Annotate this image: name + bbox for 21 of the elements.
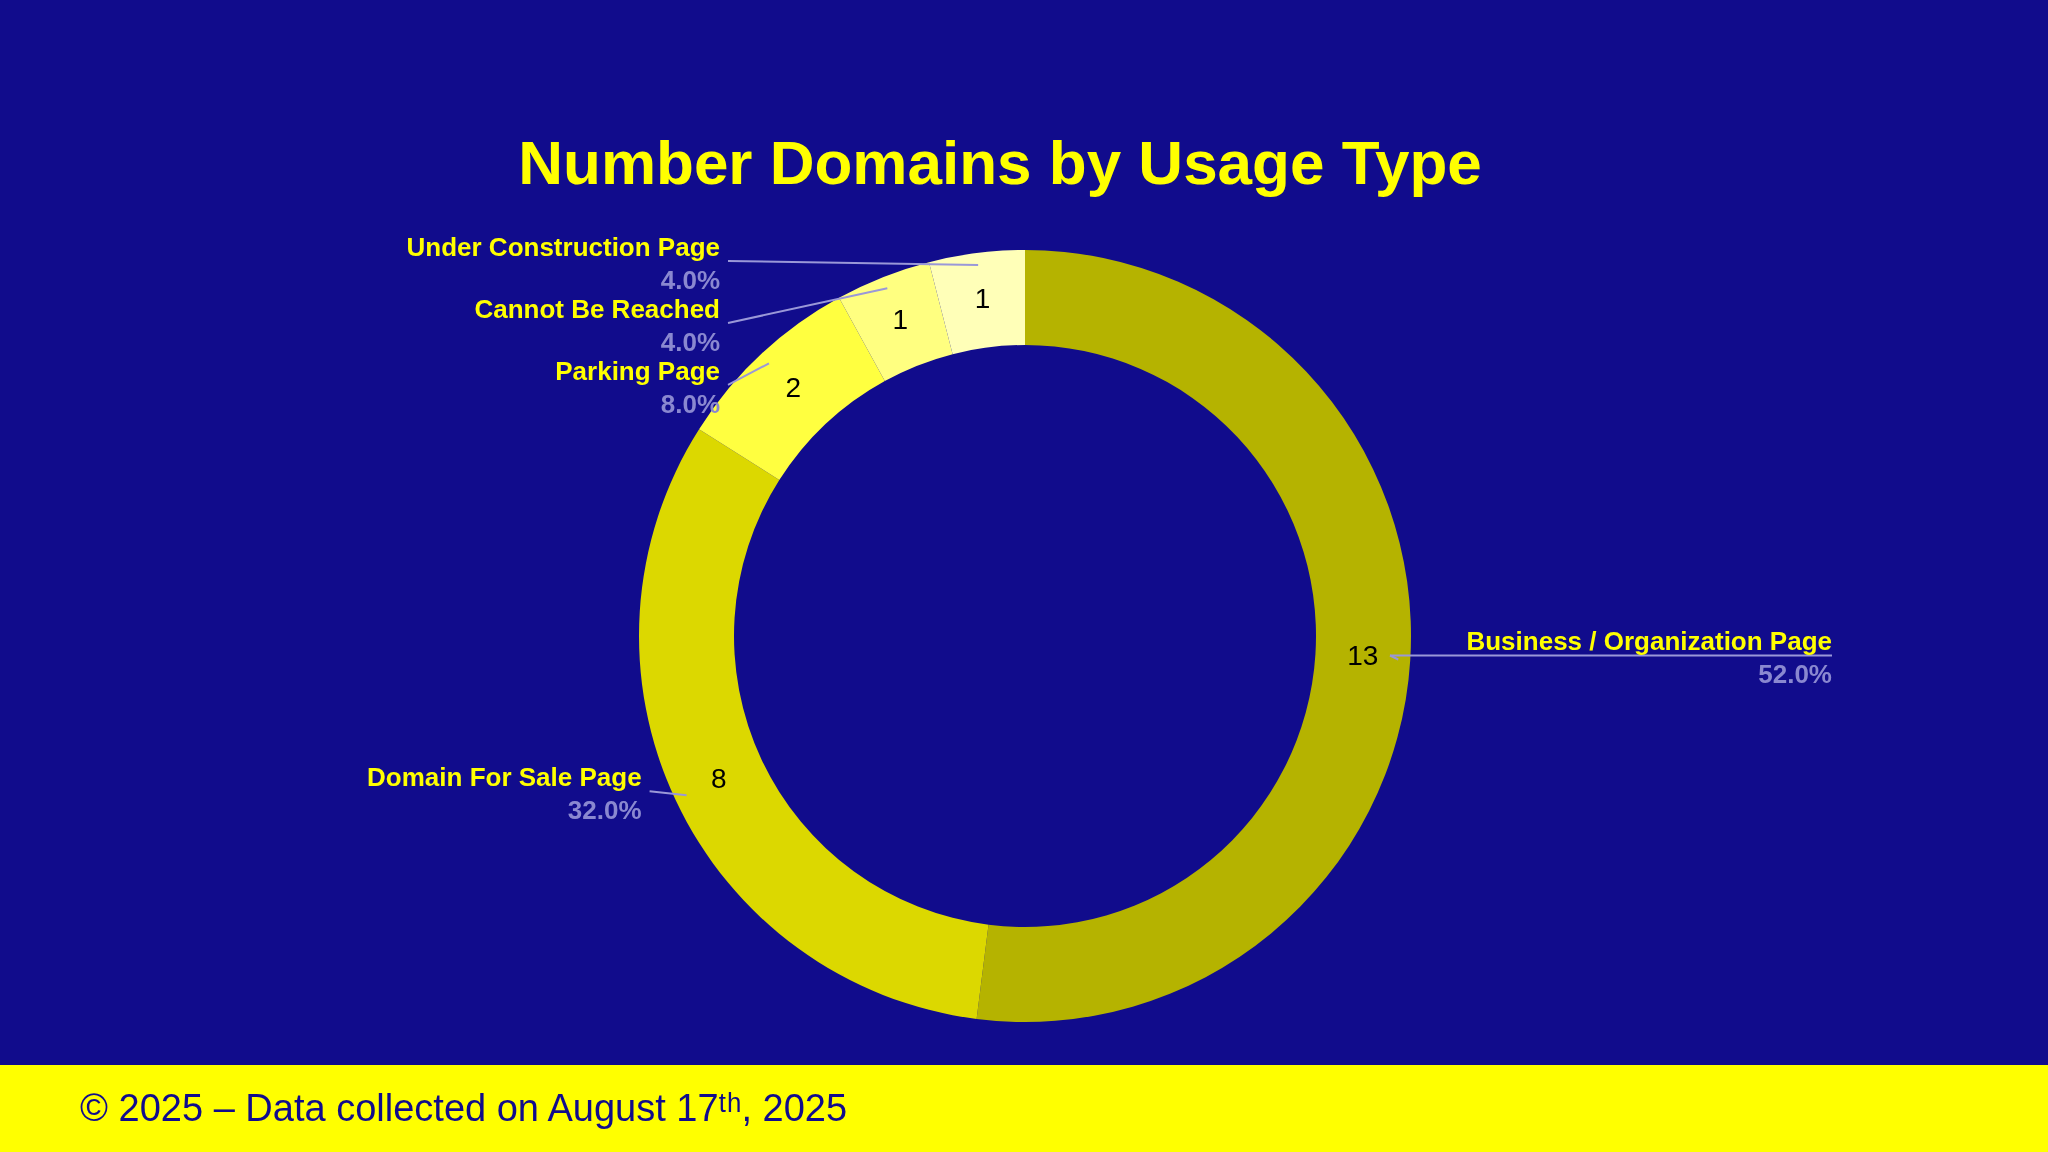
data-label: 8: [710, 763, 727, 795]
text: 8.0%: [660, 388, 720, 419]
data-label: 13: [1347, 640, 1379, 672]
chart-title: Number Domains by Usage Type: [518, 128, 1482, 197]
slice-label: Business / Organization Page: [1466, 626, 1832, 657]
data-label: 1: [974, 283, 991, 315]
donut-slice: [839, 262, 953, 381]
text: © 2025 – Data collected on August 17ᵗʰ, 2025: [80, 1087, 848, 1129]
donut-slice: [639, 429, 989, 1019]
data-label: 2: [785, 372, 802, 404]
text: 4.0%: [660, 264, 720, 295]
donut-slice: [929, 250, 1025, 355]
slice-label: Parking Page: [555, 355, 720, 386]
donut-slice: [976, 250, 1411, 1022]
slice-label: Under Construction Page: [406, 231, 720, 262]
slice-label: Domain For Sale Page: [367, 762, 642, 793]
slice-label: Cannot Be Reached: [474, 293, 720, 324]
data-label: 1: [892, 304, 909, 336]
text: 52.0%: [1758, 659, 1832, 690]
text: 32.0%: [567, 795, 642, 826]
text: 4.0%: [660, 326, 720, 357]
